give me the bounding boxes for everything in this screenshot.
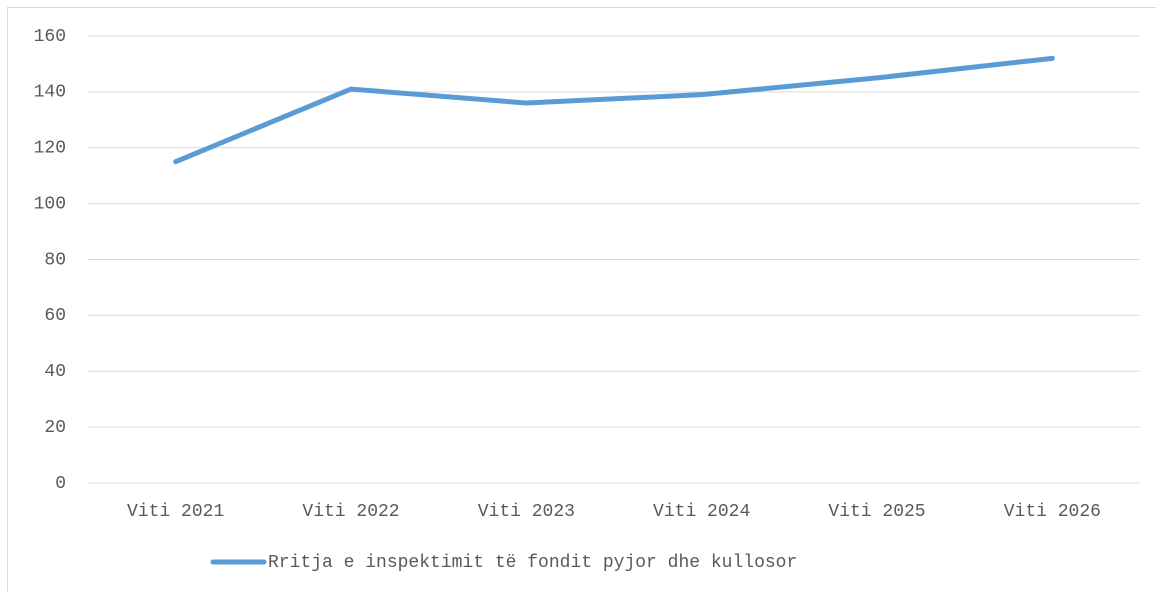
chart-border: [7, 7, 1156, 592]
y-tick-label: 140: [34, 83, 66, 103]
y-tick-label: 40: [44, 362, 66, 382]
data-line: [173, 55, 1055, 165]
x-tick-label: Viti 2021: [127, 502, 224, 522]
y-tick-label: 20: [44, 418, 66, 438]
legend-label: Rritja e inspektimit të fondit pyjor dhe…: [268, 553, 797, 573]
y-tick-label: 0: [55, 474, 66, 494]
x-tick-label: Viti 2025: [828, 502, 925, 522]
y-tick-label: 80: [44, 250, 66, 270]
y-tick-label: 100: [34, 194, 66, 214]
y-tick-label: 160: [34, 27, 66, 47]
x-tick-label: Viti 2024: [653, 502, 750, 522]
x-tick-label: Viti 2022: [302, 502, 399, 522]
y-tick-label: 60: [44, 306, 66, 326]
x-tick-label: Viti 2023: [478, 502, 575, 522]
y-tick-label: 120: [34, 139, 66, 159]
x-tick-label: Viti 2026: [1004, 502, 1101, 522]
